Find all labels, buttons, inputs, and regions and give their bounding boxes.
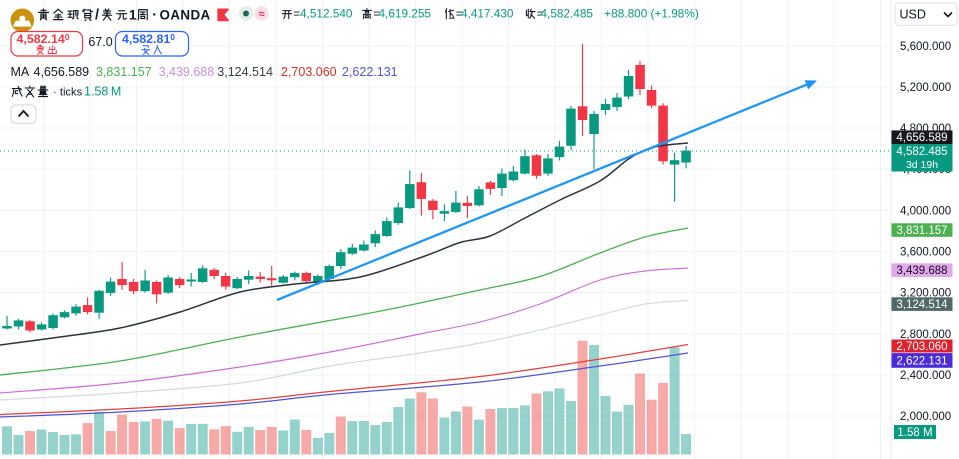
svg-text:2,622.131: 2,622.131: [896, 356, 947, 368]
svg-text:3,439.688: 3,439.688: [896, 265, 947, 277]
svg-text:2,400.000: 2,400.000: [900, 370, 951, 382]
svg-text:4,582.485: 4,582.485: [541, 7, 594, 21]
svg-text:·: ·: [152, 8, 157, 24]
svg-text:/: /: [95, 8, 99, 24]
svg-text:4,417.430: 4,417.430: [461, 7, 514, 21]
svg-text:4,582.140: 4,582.140: [17, 32, 70, 46]
svg-text:4,656.589: 4,656.589: [34, 65, 90, 79]
svg-text:5,200.000: 5,200.000: [900, 82, 951, 94]
svg-text:5,600.000: 5,600.000: [900, 41, 951, 53]
svg-text:3,200.000: 3,200.000: [900, 288, 951, 300]
svg-text:3d 19h: 3d 19h: [906, 159, 938, 171]
svg-text:2,000.000: 2,000.000: [900, 411, 951, 423]
svg-text:2,800.000: 2,800.000: [900, 329, 951, 341]
svg-text:1.58 M: 1.58 M: [897, 427, 932, 439]
svg-text:4,656.589: 4,656.589: [896, 132, 947, 144]
svg-text:4,619.255: 4,619.255: [379, 7, 432, 21]
svg-text:2,703.060: 2,703.060: [281, 65, 337, 79]
svg-text:=: =: [293, 7, 300, 21]
svg-text:=: =: [456, 7, 463, 21]
svg-text:=: =: [537, 7, 544, 21]
svg-text:3,124.514: 3,124.514: [217, 65, 273, 79]
svg-text:3,124.514: 3,124.514: [896, 299, 948, 311]
svg-text:4,582.810: 4,582.810: [122, 32, 175, 46]
svg-text:≈: ≈: [258, 9, 264, 21]
svg-text:3,831.157: 3,831.157: [96, 65, 152, 79]
svg-text:4,582.485: 4,582.485: [896, 146, 947, 158]
svg-text:MA: MA: [11, 65, 30, 79]
svg-text:4,000.000: 4,000.000: [900, 206, 951, 218]
svg-text:4,512.540: 4,512.540: [300, 7, 353, 21]
svg-text:1.58 M: 1.58 M: [84, 85, 121, 99]
svg-text:=: =: [373, 7, 380, 21]
svg-text:+88.800 (+1.98%): +88.800 (+1.98%): [604, 7, 699, 21]
svg-text:· ticks: · ticks: [53, 87, 83, 99]
svg-text:2,622.131: 2,622.131: [342, 65, 398, 79]
svg-text:67.0: 67.0: [88, 35, 112, 49]
svg-text:1: 1: [129, 8, 137, 23]
svg-text:OANDA: OANDA: [160, 8, 211, 23]
svg-text:USD: USD: [900, 8, 926, 22]
svg-text:2,703.060: 2,703.060: [896, 341, 947, 353]
svg-text:3,600.000: 3,600.000: [900, 247, 951, 259]
svg-text:3,831.157: 3,831.157: [896, 225, 947, 237]
svg-text:3,439.688: 3,439.688: [159, 65, 215, 79]
